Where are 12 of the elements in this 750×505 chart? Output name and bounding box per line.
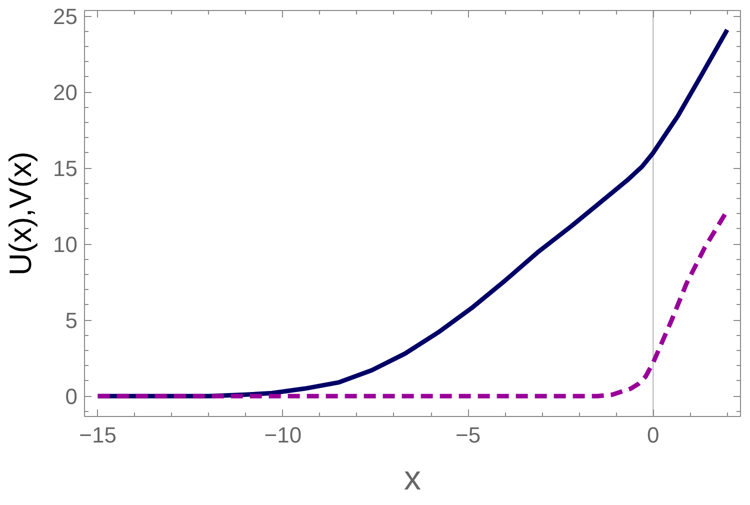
x-axis-title: x bbox=[404, 460, 421, 498]
y-axis-title: U(x),V(x) bbox=[3, 152, 38, 276]
y-tick-label: 10 bbox=[53, 232, 78, 258]
x-tick-label: −10 bbox=[264, 422, 302, 448]
y-tick-label: 5 bbox=[65, 308, 78, 334]
y-tick-label: 15 bbox=[53, 156, 78, 182]
x-tick-label: 0 bbox=[647, 422, 660, 448]
y-tick-label: 25 bbox=[53, 4, 78, 30]
y-tick-label: 0 bbox=[65, 384, 78, 410]
x-tick-label: −5 bbox=[455, 422, 481, 448]
y-tick-label: 20 bbox=[53, 80, 78, 106]
x-tick-label: −15 bbox=[79, 422, 116, 448]
